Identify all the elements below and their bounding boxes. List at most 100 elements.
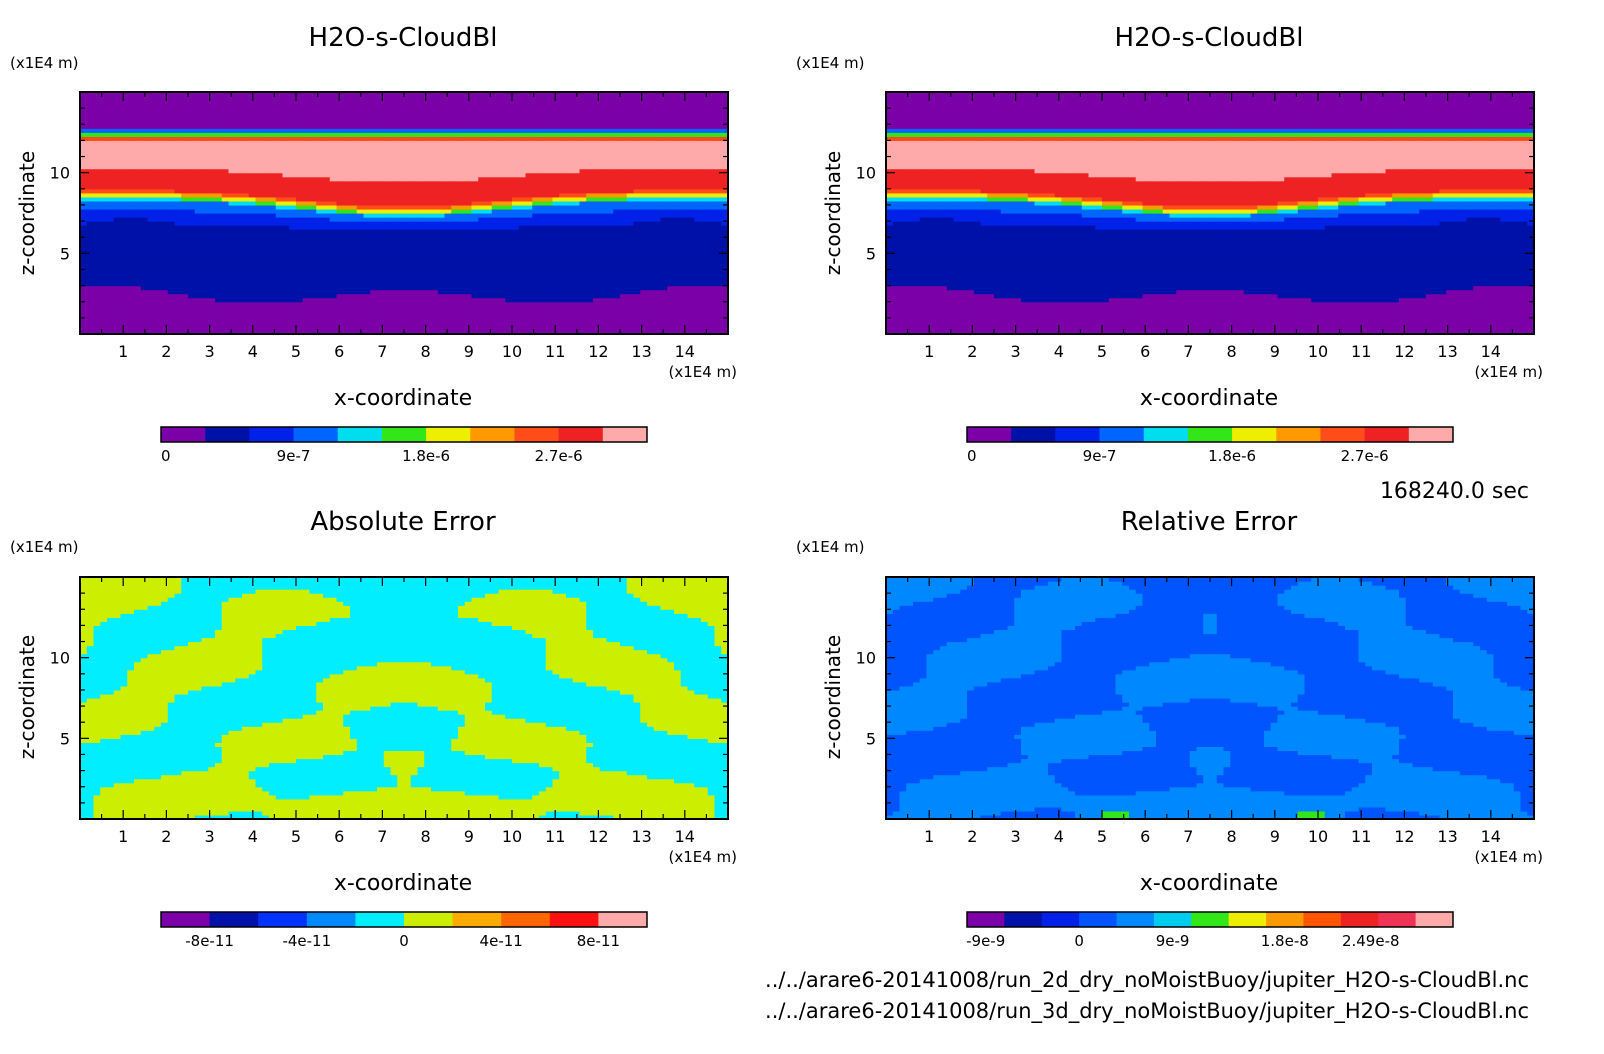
heatmap-cell <box>539 132 547 137</box>
heatmap-cell <box>437 104 446 109</box>
heatmap-cell <box>613 257 621 262</box>
heatmap-cell <box>620 184 628 190</box>
heatmap-cell <box>228 208 236 214</box>
heatmap-cell <box>545 200 554 206</box>
heatmap-cell <box>606 164 614 170</box>
heatmap-cell <box>309 172 317 178</box>
heatmap-cell <box>269 204 277 210</box>
heatmap-cell <box>154 196 162 202</box>
heatmap-cell <box>167 273 176 279</box>
heatmap-cell <box>431 204 439 210</box>
heatmap-cell <box>505 217 513 222</box>
heatmap-cell <box>444 237 452 242</box>
heatmap-cell <box>505 221 513 226</box>
heatmap-cell <box>498 140 506 146</box>
heatmap-cell <box>491 176 500 182</box>
heatmap-cell <box>350 249 358 254</box>
heatmap-cell <box>566 237 574 242</box>
heatmap-cell <box>194 184 203 190</box>
heatmap-cell <box>377 257 385 262</box>
heatmap-cell <box>431 289 439 295</box>
heatmap-cell <box>491 152 500 158</box>
heatmap-cell <box>86 92 95 97</box>
heatmap-cell <box>309 156 317 162</box>
heatmap-cell <box>505 140 513 146</box>
heatmap-cell <box>626 249 635 254</box>
heatmap-cell <box>626 144 635 150</box>
heatmap-cell <box>437 273 446 279</box>
heatmap-cell <box>140 229 149 234</box>
heatmap-cell <box>343 112 351 117</box>
heatmap-cell <box>444 225 452 230</box>
heatmap-cell <box>80 245 88 250</box>
heatmap-cell <box>262 293 270 299</box>
heatmap-cell <box>248 241 257 246</box>
heatmap-cell <box>289 229 297 234</box>
heatmap-cell <box>127 285 135 291</box>
heatmap-cell <box>559 104 567 109</box>
heatmap-cell <box>275 257 284 262</box>
heatmap-cell <box>626 265 635 271</box>
heatmap-cell <box>343 217 351 222</box>
heatmap-cell <box>100 108 108 113</box>
heatmap-cell <box>532 208 540 214</box>
heatmap-cell <box>134 213 142 218</box>
heatmap-cell <box>606 148 614 154</box>
heatmap-cell <box>309 301 317 307</box>
heatmap-cell <box>464 140 473 146</box>
heatmap-cell <box>80 297 88 303</box>
heatmap-cell <box>424 200 432 206</box>
heatmap-cell <box>93 104 101 109</box>
heatmap-cell <box>323 301 331 307</box>
heatmap-cell <box>235 92 243 97</box>
heatmap-cell <box>572 273 581 279</box>
heatmap-cell <box>377 128 385 133</box>
heatmap-cell <box>302 249 311 254</box>
heatmap-cell <box>626 257 635 262</box>
heatmap-cell <box>93 281 101 287</box>
heatmap-cell <box>579 180 587 186</box>
heatmap-cell <box>343 208 351 214</box>
heatmap-cell <box>518 325 527 331</box>
heatmap-cell <box>566 329 574 335</box>
heatmap-cell <box>316 241 324 246</box>
heatmap-cell <box>417 172 425 178</box>
heatmap-cell <box>559 305 567 311</box>
heatmap-cell <box>545 100 554 105</box>
heatmap-cell <box>491 289 500 295</box>
heatmap-cell <box>323 100 331 105</box>
heatmap-cell <box>350 144 358 150</box>
heatmap-cell <box>539 208 547 214</box>
heatmap-cell <box>174 140 182 146</box>
heatmap-cell <box>566 204 574 210</box>
heatmap-cell <box>309 265 317 271</box>
heatmap-cell <box>215 289 223 295</box>
heatmap-cell <box>626 204 635 210</box>
heatmap-cell <box>606 108 614 113</box>
heatmap-cell <box>235 273 243 279</box>
heatmap-cell <box>282 289 290 295</box>
heatmap-cell <box>377 229 385 234</box>
heatmap-cell <box>255 140 263 146</box>
heatmap-cell <box>525 148 533 154</box>
heatmap-cell <box>620 204 628 210</box>
heatmap-cell <box>370 241 378 246</box>
heatmap-cell <box>228 156 236 162</box>
heatmap-cell <box>390 309 398 315</box>
heatmap-cell <box>491 208 500 214</box>
heatmap-cell <box>599 168 608 174</box>
heatmap-cell <box>545 196 554 202</box>
heatmap-cell <box>161 92 169 97</box>
heatmap-cell <box>424 253 432 258</box>
heatmap-cell <box>140 309 149 315</box>
heatmap-cell <box>451 249 459 254</box>
heatmap-cell <box>255 277 263 283</box>
heatmap-cell <box>383 277 392 283</box>
heatmap-cell <box>613 213 621 218</box>
heatmap-cell <box>410 253 419 258</box>
heatmap-cell <box>269 221 277 226</box>
heatmap-cell <box>579 200 587 206</box>
heatmap-cell <box>194 321 203 327</box>
heatmap-cell <box>397 269 405 275</box>
heatmap-cell <box>586 321 594 327</box>
